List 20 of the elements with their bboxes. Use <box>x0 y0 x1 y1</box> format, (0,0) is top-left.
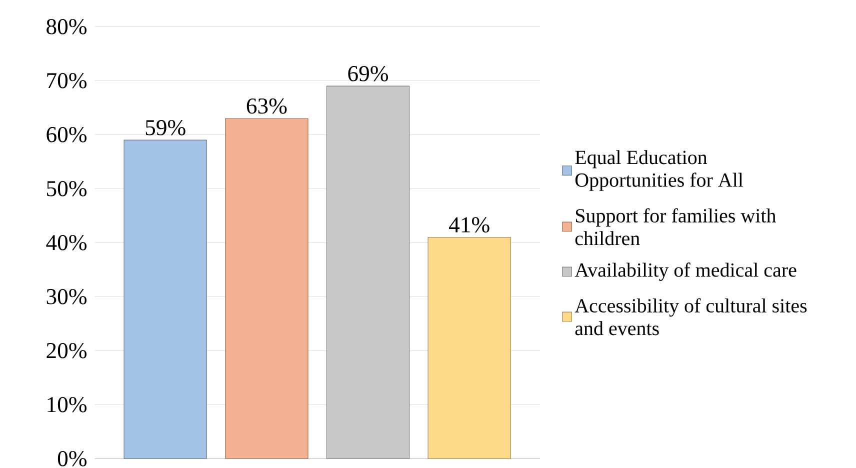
legend-label: Support for families with children <box>575 208 776 246</box>
bar <box>225 118 308 459</box>
legend-label: Availability of medical care <box>574 262 796 281</box>
y-tick-label: 30% <box>46 288 87 304</box>
y-tick-label: 0% <box>58 450 87 466</box>
bar <box>428 236 511 459</box>
data-label: 69% <box>348 66 388 82</box>
data-label: 63% <box>246 98 287 114</box>
data-label: 59% <box>146 120 186 136</box>
data-label: 41% <box>449 217 490 233</box>
y-tick-label: 60% <box>46 126 87 142</box>
y-tick-label: 20% <box>46 342 87 358</box>
y-tick-label: 70% <box>47 72 87 88</box>
y-tick-label: 80% <box>46 18 87 34</box>
legend-label: Equal Education Opportunities for All <box>575 150 744 191</box>
y-tick-label: 10% <box>48 396 87 412</box>
legend-label: Accessibility of cultural sites and events <box>574 298 807 336</box>
y-tick-label: 40% <box>46 234 87 250</box>
bar <box>124 140 207 459</box>
y-tick-label: 50% <box>47 180 87 196</box>
